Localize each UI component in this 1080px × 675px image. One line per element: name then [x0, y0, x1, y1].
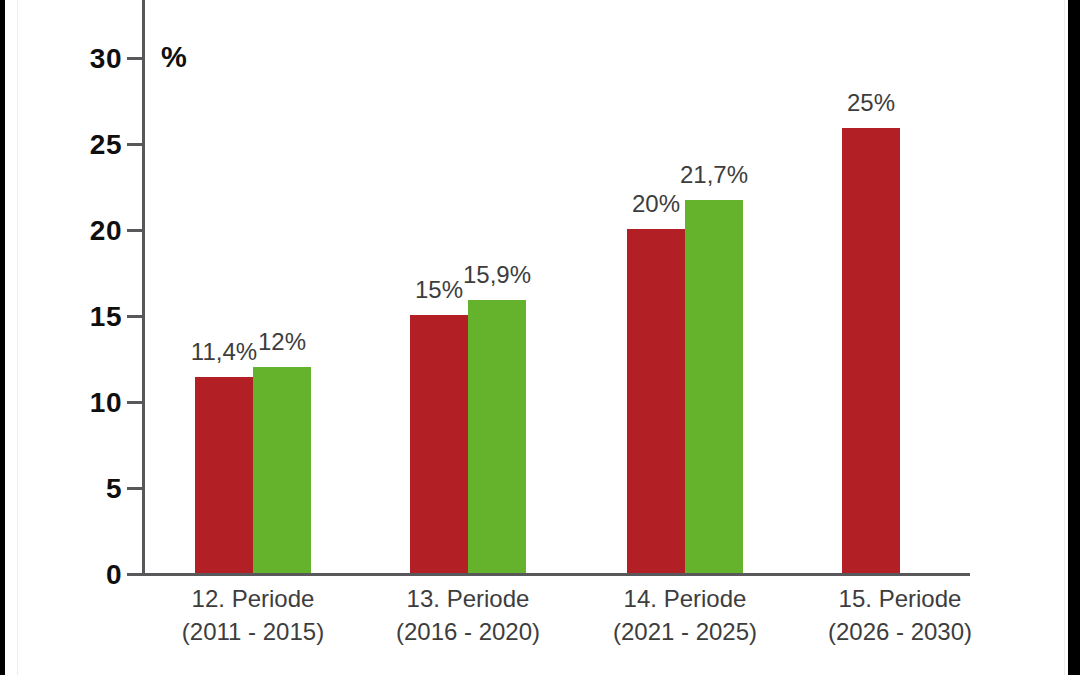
y-axis-tick: [127, 57, 145, 60]
bar-red-3: [627, 229, 685, 573]
bar-value-label-green-2: 15,9%: [387, 260, 607, 290]
bar-green-2: [468, 300, 526, 573]
bar-value-label-green-3: 21,7%: [604, 160, 824, 190]
y-axis-tick-label: 10: [0, 388, 122, 418]
y-axis-tick: [127, 401, 145, 404]
y-axis-tick: [127, 143, 145, 146]
bar-green-1: [253, 367, 311, 573]
y-axis-tick: [127, 229, 145, 232]
y-axis-tick-label: 5: [0, 474, 122, 504]
y-axis-tick: [127, 315, 145, 318]
bar-red-2: [410, 315, 468, 573]
x-axis-category-label-4: 15. Periode(2026 - 2030): [750, 582, 1050, 648]
y-axis-tick-label: 30: [0, 44, 122, 74]
bar-red-4: [842, 128, 900, 573]
bar-red-1: [195, 377, 253, 573]
bar-value-label-red-4: 25%: [761, 88, 981, 118]
right-letterbox-strip: [1068, 0, 1080, 675]
y-axis-tick: [127, 573, 145, 576]
category-label-line2: (2026 - 2030): [750, 615, 1050, 648]
chart-canvas: % 05101520253011,4%15%20%25%12%15,9%21,7…: [0, 0, 1080, 675]
y-axis-tick-label: 20: [0, 216, 122, 246]
card-border-right: [1064, 0, 1065, 675]
bar-value-label-green-1: 12%: [172, 327, 392, 357]
y-axis-tick-label: 15: [0, 302, 122, 332]
y-axis-tick: [127, 487, 145, 490]
bar-green-3: [685, 200, 743, 573]
y-axis-tick-label: 25: [0, 130, 122, 160]
category-label-line1: 15. Periode: [750, 582, 1050, 615]
y-axis-unit-label: %: [161, 42, 187, 72]
